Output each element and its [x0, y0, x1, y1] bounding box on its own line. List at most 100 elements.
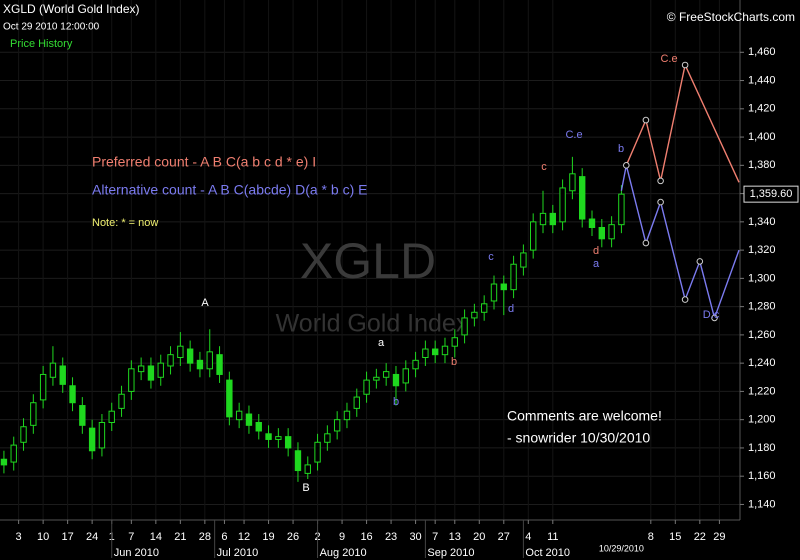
candle-body	[206, 351, 213, 370]
x-tick-label: 29	[713, 531, 725, 543]
x-tick-label: 11	[547, 531, 558, 543]
candle-body	[216, 354, 223, 375]
panel-label: Price History	[10, 38, 73, 50]
x-tick-label: 22	[694, 531, 706, 543]
candle-body	[441, 345, 449, 356]
count-note: Preferred count - A B C(a b c d * e) I	[92, 154, 316, 170]
wave-label: C.e	[565, 129, 582, 141]
projection-point	[642, 239, 650, 247]
x-tick-label: 13	[449, 531, 461, 543]
y-tick-label: 1,200	[748, 414, 776, 426]
source: © FreeStockCharts.com	[667, 10, 795, 24]
candle-body	[294, 450, 302, 472]
candle-body	[10, 444, 17, 463]
wave-label: b	[451, 356, 457, 368]
projection-point	[623, 162, 630, 169]
x-tick-label: 27	[498, 531, 510, 543]
chart-subtitle: Oct 29 2010 12:00:00	[3, 22, 100, 33]
x-tick-label: 6	[221, 531, 227, 543]
projection-point	[681, 296, 689, 303]
x-tick-label: 19	[262, 531, 274, 543]
candle-body	[588, 218, 596, 229]
count-note: Alternative count - A B C(abcde) D(a * b…	[92, 182, 367, 198]
wave-label: D.c	[703, 309, 720, 321]
wave-label: b	[618, 143, 624, 155]
candle-body	[579, 176, 586, 220]
wave-label: c	[541, 161, 547, 173]
candle-body	[255, 422, 262, 432]
candle-body	[39, 373, 47, 401]
x-tick-label: 10	[37, 531, 49, 543]
month-label: Jun 2010	[114, 547, 159, 559]
y-tick-label: 1,420	[748, 103, 776, 115]
candle-body	[461, 317, 468, 336]
projection-point	[711, 314, 718, 322]
x-tick-label: 4	[525, 531, 531, 543]
candle-body	[226, 379, 233, 418]
candle-body	[471, 311, 478, 319]
candle-body	[88, 427, 96, 452]
candle-body	[304, 464, 311, 474]
candle-body	[265, 433, 272, 440]
x-tick-label: 17	[62, 531, 74, 543]
candle-body	[373, 376, 380, 381]
candle-body	[431, 348, 439, 356]
candle-body	[539, 212, 547, 226]
x-tick-label: 7	[432, 531, 438, 543]
x-tick-label: 26	[287, 531, 299, 543]
candle-body	[314, 441, 321, 463]
candle-body	[79, 405, 86, 426]
wave-label: d	[593, 245, 599, 257]
candle-body	[598, 227, 605, 240]
candle-body	[500, 283, 507, 291]
x-tick-label: 28	[199, 531, 211, 543]
candle-body	[324, 433, 331, 443]
candle-body	[0, 458, 8, 466]
y-tick-label: 1,260	[748, 329, 776, 341]
month-label: Oct 2010	[525, 547, 570, 559]
candle-body	[167, 354, 174, 367]
projection-point	[681, 61, 689, 69]
wave-label: A	[201, 297, 209, 309]
candle-body	[520, 252, 527, 268]
candle-body	[235, 410, 243, 421]
candle-body	[569, 173, 576, 192]
cursor-date: 10/29/2010	[599, 543, 644, 553]
grid	[0, 0, 740, 520]
y-tick-label: 1,340	[748, 216, 776, 228]
y-tick-label: 1,240	[748, 357, 776, 369]
candle-body	[618, 193, 625, 226]
candle-body	[284, 436, 292, 449]
y-tick-label: 1,280	[748, 301, 776, 313]
candle-body	[343, 410, 351, 421]
projection-point	[657, 177, 664, 185]
projection-point	[696, 258, 704, 265]
x-tick-label: 14	[150, 531, 162, 543]
candle-body	[392, 373, 400, 387]
wave-label: C.e	[660, 53, 677, 65]
watermark-subtitle: World Gold Index	[276, 310, 469, 338]
projection-line	[620, 165, 740, 321]
month-label: Sep 2010	[427, 547, 474, 559]
candle-body	[108, 410, 115, 423]
y-tick-label: 1,460	[748, 46, 776, 58]
watermark: XGLD	[300, 233, 436, 289]
candle-body	[333, 419, 341, 432]
candle-body	[451, 337, 458, 347]
y-tick-label: 1,300	[748, 272, 776, 284]
wave-label: d	[508, 303, 514, 315]
candle-body	[137, 365, 145, 373]
x-tick-label: 20	[473, 531, 485, 543]
candle-body	[412, 359, 419, 370]
comment: Comments are welcome!	[507, 408, 662, 424]
x-tick-label: 24	[86, 531, 98, 543]
x-tick-label: 15	[669, 531, 681, 543]
wave-label: a	[378, 337, 385, 349]
candle-body	[118, 393, 125, 409]
x-tick-label: 7	[128, 531, 134, 543]
y-tick-label: 1,160	[748, 470, 776, 482]
candle-body	[363, 379, 370, 395]
comment: - snowrider 10/30/2010	[507, 430, 650, 446]
